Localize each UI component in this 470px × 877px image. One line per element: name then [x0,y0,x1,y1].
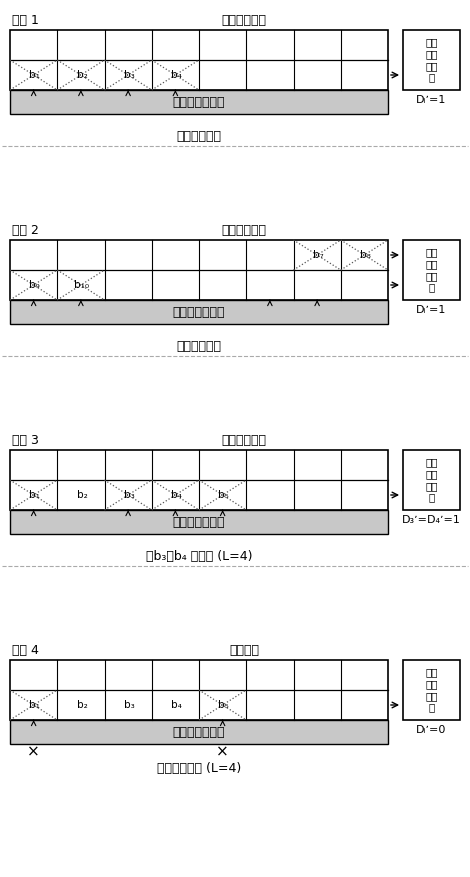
Text: b₃: b₃ [124,700,134,710]
Bar [10,240,388,300]
Text: 错误不可探测 (L=4): 错误不可探测 (L=4) [157,762,241,775]
Bar [403,30,460,90]
Text: 水平
错误
探测
码: 水平 错误 探测 码 [425,667,438,712]
Text: 类型 1: 类型 1 [12,15,39,27]
Text: b₅: b₅ [218,490,229,500]
Text: b₅: b₅ [218,700,229,710]
Text: 所有错可探测: 所有错可探测 [177,130,221,143]
Text: 垂直奇偶校验码: 垂直奇偶校验码 [173,516,225,529]
Text: b₂: b₂ [77,70,87,80]
Text: b₁: b₁ [29,700,40,710]
Text: b₂: b₂ [77,490,87,500]
Text: 垂直奇偶校验码: 垂直奇偶校验码 [173,305,225,318]
Text: 水平
错误
探测
码: 水平 错误 探测 码 [425,247,438,292]
Text: Dᵢʼ=1: Dᵢʼ=1 [416,95,446,105]
Text: D₃ʼ=D₄ʼ=1: D₃ʼ=D₄ʼ=1 [402,515,461,525]
Text: b₃: b₃ [124,490,134,500]
Text: b₁: b₁ [29,70,40,80]
Bar [10,510,388,534]
Bar [10,450,388,510]
Text: b₄: b₄ [171,490,182,500]
Text: b₇: b₇ [313,250,323,260]
Text: b₄: b₄ [171,700,182,710]
Text: 垂直奇偶校验码: 垂直奇偶校验码 [173,725,225,738]
Text: b₄: b₄ [171,70,182,80]
Text: 水平
错误
探测
码: 水平 错误 探测 码 [425,458,438,503]
Text: 垂直奇偶校验码: 垂直奇偶校验码 [173,96,225,109]
Bar [10,300,388,324]
Text: 仅b₃、b₄ 可探测 (L=4): 仅b₃、b₄ 可探测 (L=4) [146,550,252,563]
Bar [403,240,460,300]
Text: 修正多位错误: 修正多位错误 [222,225,267,238]
Text: 不能修正: 不能修正 [229,645,259,658]
Bar [10,90,388,114]
Bar [10,30,388,90]
Text: ×: × [27,745,40,760]
Bar [10,660,388,720]
Text: 水平
错误
探测
码: 水平 错误 探测 码 [425,38,438,82]
Text: Dᵢʼ=0: Dᵢʼ=0 [416,725,446,735]
Text: b₃: b₃ [124,70,134,80]
Text: 类型 4: 类型 4 [12,645,39,658]
Text: Dᵢʼ=1: Dᵢʼ=1 [416,305,446,315]
Text: ×: × [216,745,229,760]
Bar [403,450,460,510]
Text: 所有错可探测: 所有错可探测 [177,340,221,353]
Text: b₉: b₉ [29,280,40,290]
Text: b₁: b₁ [29,490,40,500]
Bar [403,660,460,720]
Text: 类型 2: 类型 2 [12,225,39,238]
Text: 类型 3: 类型 3 [12,434,39,447]
Text: b₂: b₂ [77,700,87,710]
Text: b₈: b₈ [360,250,371,260]
Text: 修正多位错误: 修正多位错误 [222,15,267,27]
Text: b₁₀: b₁₀ [74,280,89,290]
Text: 修正多位错误: 修正多位错误 [222,434,267,447]
Bar [10,720,388,744]
